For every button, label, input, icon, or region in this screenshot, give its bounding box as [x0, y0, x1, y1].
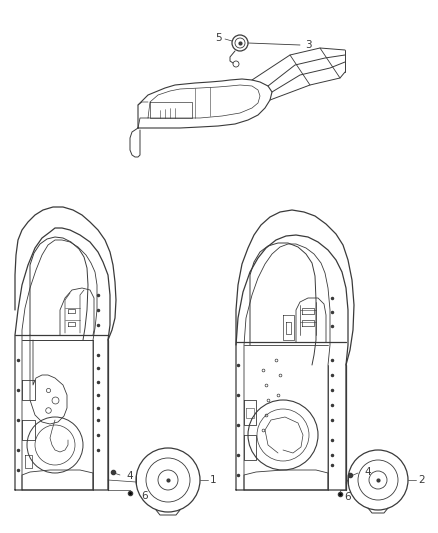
Text: 1: 1 [210, 475, 217, 485]
Text: 6: 6 [141, 491, 148, 501]
Text: 3: 3 [305, 40, 311, 50]
Text: 4: 4 [365, 467, 371, 477]
Text: 4: 4 [127, 471, 133, 481]
Text: 6: 6 [345, 492, 351, 502]
Text: 2: 2 [418, 475, 424, 485]
Text: 5: 5 [215, 33, 221, 43]
